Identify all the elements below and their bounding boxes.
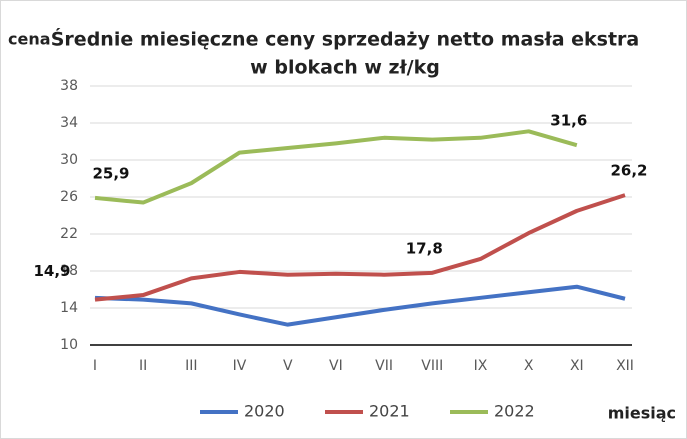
y-tick-label: 38 [60, 78, 78, 94]
line-series [94, 193, 626, 302]
chart-title: Średnie miesięczne ceny sprzedaży netto … [51, 27, 639, 51]
legend-label: 2021 [369, 402, 410, 421]
y-tick-label: 30 [60, 152, 78, 168]
x-tick-label: VIII [421, 358, 443, 374]
x-tick-label: VI [329, 358, 343, 374]
x-tick-label: III [185, 358, 197, 374]
y-tick-label: 14 [60, 300, 78, 316]
data-label: 25,9 [92, 164, 129, 182]
x-tick-label: XI [570, 358, 584, 374]
data-label: 26,2 [610, 162, 647, 180]
y-tick-label: 10 [60, 337, 78, 353]
y-axis-title: cena [8, 30, 51, 49]
x-tick-label: X [524, 358, 534, 374]
y-tick-label: 22 [60, 226, 78, 242]
legend-label: 2020 [244, 402, 285, 421]
x-tick-label: II [139, 358, 147, 374]
x-tick-label: IV [233, 358, 247, 374]
x-tick-label: IX [474, 358, 488, 374]
y-tick-label: 18 [60, 263, 78, 279]
x-axis-title: miesiąc [608, 404, 676, 423]
legend-label: 2022 [494, 402, 535, 421]
line-series [94, 284, 626, 327]
line-series [94, 129, 578, 205]
data-label: 14,9 [33, 262, 70, 280]
x-tick-label: VII [375, 358, 393, 374]
data-label: 31,6 [550, 112, 587, 130]
chart-title: w blokach w zł/kg [250, 57, 440, 79]
y-tick-label: 34 [60, 115, 78, 131]
x-tick-label: V [283, 358, 293, 374]
x-tick-label: I [93, 358, 97, 374]
data-label: 17,8 [406, 239, 443, 257]
x-tick-label: XII [616, 358, 634, 374]
y-tick-label: 26 [60, 189, 78, 205]
